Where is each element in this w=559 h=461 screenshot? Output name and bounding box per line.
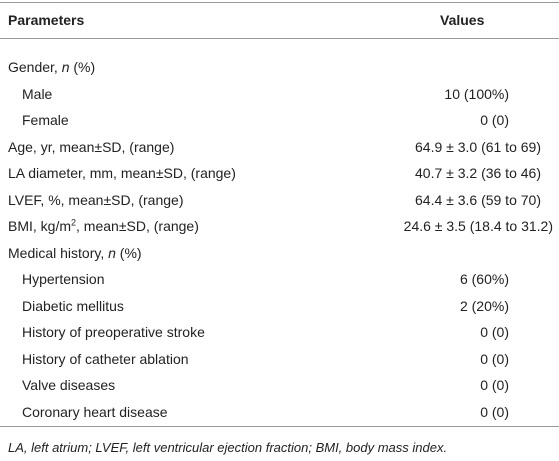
row-label: Age, yr, mean±SD, (range) [8,138,174,156]
label-part: History of preoperative stroke [22,324,205,340]
label-part: History of catheter ablation [22,350,189,367]
row-value: 2 (20%) [459,297,509,314]
label-part: Medical history, [8,244,109,261]
row-value: 10 (100%) [444,85,509,102]
row-value: 24.6 ± 3.5 (18.4 to 31.2) [403,218,553,234]
label-part: Gender, [8,59,62,75]
row-value: 40.7 ± 3.2 (36 to 46) [415,165,541,181]
label-part: LVEF, %, mean±SD, (range) [8,191,184,208]
bottom-rule [0,426,559,427]
label-part: n [61,59,70,75]
label-part: (%) [115,244,142,261]
label-part: Valve diseases [22,377,116,393]
row-value: 0 (0) [480,324,509,340]
row-value: 0 (0) [480,377,509,393]
row-label: BMI, kg/m2, mean±SD, (range) [8,217,199,235]
top-rule [0,2,559,3]
header-cell: Values [440,12,485,28]
label-part: , mean±SD, (range) [76,218,199,234]
label-part: Male [22,85,53,102]
row-label: Hypertension [22,270,105,288]
label-part: LA diameter, mm, mean±SD, (range) [8,165,236,181]
header-rule [0,38,559,39]
row-value: 0 (0) [480,112,509,128]
label-part: Hypertension [22,271,105,287]
row-label: Male [22,85,52,103]
row-label: LA diameter, mm, mean±SD, (range) [8,164,236,182]
row-value: 0 (0) [480,403,509,420]
label-part: n [108,244,116,261]
row-label: Valve diseases [22,376,115,394]
row-label: History of preoperative stroke [22,323,205,341]
row-label: Coronary heart disease [22,403,168,421]
footnote: LA, left atrium; LVEF, left ventricular … [8,440,448,455]
row-label: LVEF, %, mean±SD, (range) [8,191,184,209]
row-value: 0 (0) [480,350,509,367]
row-label: Diabetic mellitus [22,297,124,315]
label-part: 2 [71,217,77,228]
row-label: Gender, n (%) [8,58,95,76]
label-part: Coronary heart disease [22,403,168,420]
row-value: 6 (60%) [459,271,509,287]
row-value: 64.4 ± 3.6 (59 to 70) [415,191,541,208]
row-label: History of catheter ablation [22,350,189,368]
row-value: 64.9 ± 3.0 (61 to 69) [415,138,541,155]
label-part: Age, yr, mean±SD, (range) [8,138,175,155]
label-part: Diabetic mellitus [22,297,124,314]
row-label: Female [22,111,69,129]
label-part: BMI, kg/m [8,218,72,234]
label-part: Female [22,112,69,128]
header-cell: Parameters [8,12,85,28]
label-part: (%) [69,59,96,75]
row-label: Medical history, n (%) [8,244,142,262]
